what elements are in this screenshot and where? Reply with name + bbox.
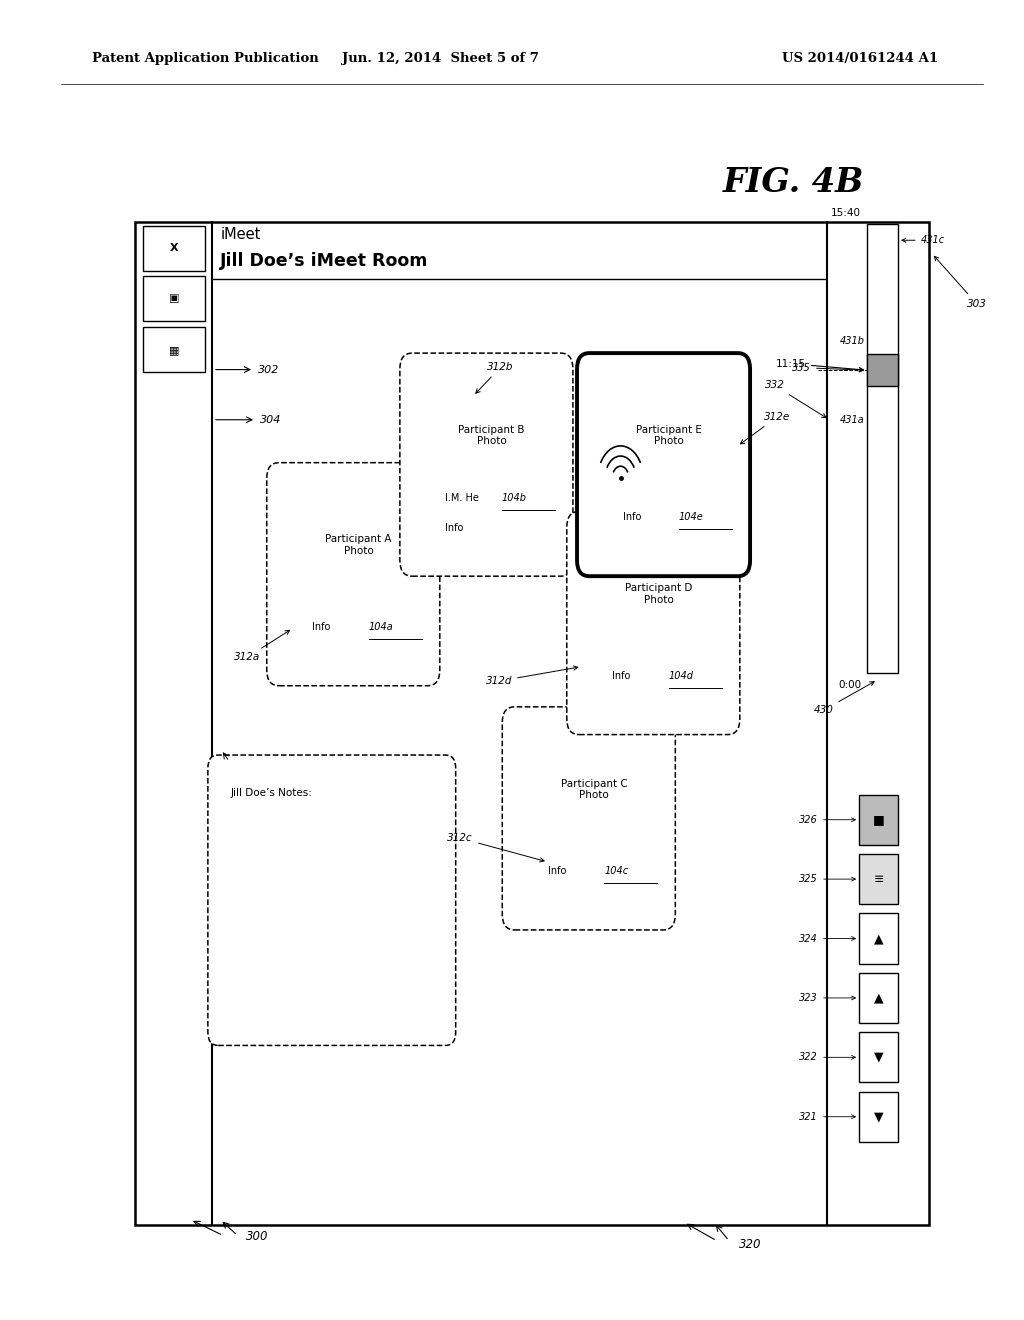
Text: 335: 335 <box>793 363 863 372</box>
Text: 318: 318 <box>362 768 382 779</box>
FancyBboxPatch shape <box>143 226 205 271</box>
Text: Info: Info <box>548 866 566 876</box>
Text: 15:40: 15:40 <box>831 207 861 218</box>
Text: ▦: ▦ <box>169 345 179 355</box>
Text: FIG. 4B: FIG. 4B <box>723 166 864 199</box>
Text: 312a: 312a <box>233 631 290 663</box>
Text: Participant C
Photo: Participant C Photo <box>560 779 628 800</box>
Text: 0:00: 0:00 <box>838 680 861 690</box>
Text: 104a: 104a <box>369 622 393 632</box>
Text: 322: 322 <box>800 1052 855 1063</box>
Text: Participant D
Photo: Participant D Photo <box>625 583 692 605</box>
Text: ▼: ▼ <box>873 1051 884 1064</box>
Text: ▼: ▼ <box>873 1110 884 1123</box>
Text: 431a: 431a <box>840 416 864 425</box>
Text: 325: 325 <box>800 874 855 884</box>
Text: ■: ■ <box>872 813 885 826</box>
Text: I.M. He: I.M. He <box>445 492 479 503</box>
Text: Participant E
Photo: Participant E Photo <box>636 425 701 446</box>
FancyBboxPatch shape <box>867 224 898 673</box>
Text: 312b: 312b <box>476 362 514 393</box>
Text: 324: 324 <box>800 933 855 944</box>
FancyBboxPatch shape <box>859 1032 898 1082</box>
Text: Patent Application Publication: Patent Application Publication <box>92 51 318 65</box>
Text: X: X <box>170 243 178 253</box>
Text: Info: Info <box>612 671 631 681</box>
FancyBboxPatch shape <box>208 755 456 1045</box>
FancyBboxPatch shape <box>859 913 898 964</box>
Text: 104b: 104b <box>502 492 526 503</box>
Text: 312e: 312e <box>740 412 791 444</box>
FancyBboxPatch shape <box>859 973 898 1023</box>
Text: Info: Info <box>445 523 464 533</box>
FancyBboxPatch shape <box>143 276 205 321</box>
Text: 431b: 431b <box>840 337 864 346</box>
Text: 312d: 312d <box>485 665 578 686</box>
Text: 104c: 104c <box>604 866 629 876</box>
Text: Info: Info <box>623 512 641 523</box>
Text: ▣: ▣ <box>169 293 179 304</box>
Text: ▲: ▲ <box>873 932 884 945</box>
FancyBboxPatch shape <box>567 511 739 734</box>
Text: Jill Doe’s Notes:: Jill Doe’s Notes: <box>230 788 312 799</box>
Text: 326: 326 <box>800 814 855 825</box>
Text: 304: 304 <box>260 414 282 425</box>
FancyBboxPatch shape <box>859 854 898 904</box>
FancyBboxPatch shape <box>859 1092 898 1142</box>
Text: 323: 323 <box>800 993 855 1003</box>
Text: Info: Info <box>312 622 331 632</box>
Text: Participant B
Photo: Participant B Photo <box>459 425 524 446</box>
FancyBboxPatch shape <box>399 354 572 576</box>
Text: ▲: ▲ <box>873 991 884 1005</box>
Text: 321: 321 <box>800 1111 855 1122</box>
Text: US 2014/0161244 A1: US 2014/0161244 A1 <box>782 51 938 65</box>
Text: 303: 303 <box>935 256 986 309</box>
FancyBboxPatch shape <box>859 795 898 845</box>
Text: 300: 300 <box>246 1230 268 1243</box>
Text: iMeet: iMeet <box>220 227 260 243</box>
Text: 310: 310 <box>227 760 247 771</box>
Text: 104d: 104d <box>669 671 693 681</box>
Text: ≡: ≡ <box>873 873 884 886</box>
Text: 104e: 104e <box>679 512 703 523</box>
Text: 11:15: 11:15 <box>776 359 863 372</box>
Text: 332: 332 <box>765 380 826 417</box>
FancyBboxPatch shape <box>266 463 439 686</box>
Text: 312c: 312c <box>447 833 544 862</box>
Text: 320: 320 <box>739 1238 762 1251</box>
FancyBboxPatch shape <box>135 222 929 1225</box>
Text: 430: 430 <box>814 681 874 715</box>
Text: 431c: 431c <box>902 235 945 246</box>
Text: Jun. 12, 2014  Sheet 5 of 7: Jun. 12, 2014 Sheet 5 of 7 <box>342 51 539 65</box>
Text: Participant A
Photo: Participant A Photo <box>326 535 391 556</box>
FancyBboxPatch shape <box>502 708 676 929</box>
Text: 302: 302 <box>258 364 280 375</box>
FancyBboxPatch shape <box>143 327 205 372</box>
Text: Jill Doe’s iMeet Room: Jill Doe’s iMeet Room <box>220 252 428 271</box>
FancyBboxPatch shape <box>578 354 750 576</box>
FancyBboxPatch shape <box>867 354 898 385</box>
Text: 314: 314 <box>520 527 540 537</box>
